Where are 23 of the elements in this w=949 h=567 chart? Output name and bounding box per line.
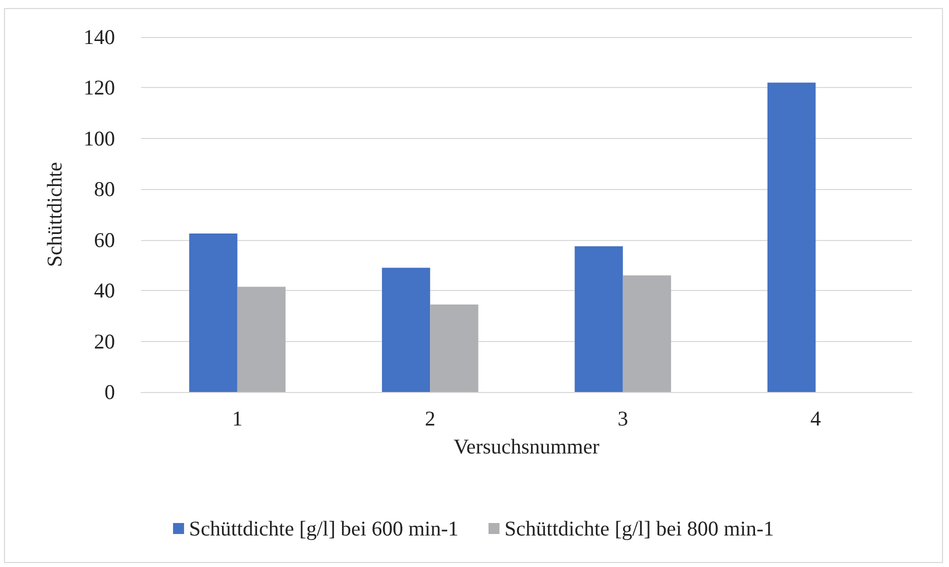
y-tick-label: 140 bbox=[84, 25, 115, 49]
y-tick-label: 120 bbox=[84, 76, 115, 100]
y-tick-label: 60 bbox=[94, 228, 115, 252]
y-axis-title: Schüttdichte bbox=[42, 162, 66, 267]
x-tick-label: 1 bbox=[232, 406, 243, 430]
x-tick-label: 2 bbox=[424, 406, 436, 430]
bar bbox=[382, 268, 430, 392]
y-tick-label: 40 bbox=[94, 278, 115, 303]
y-tick-label: 0 bbox=[104, 380, 115, 404]
x-tick-label: 3 bbox=[618, 406, 628, 430]
bar bbox=[430, 304, 478, 392]
x-tick-label: 4 bbox=[810, 406, 822, 430]
x-axis-title: Versuchsnummer bbox=[454, 434, 600, 458]
y-tick-label: 80 bbox=[94, 177, 115, 202]
legend-label: Schüttdichte [g/l] bei 600 min-1 bbox=[189, 516, 458, 540]
bar bbox=[237, 286, 286, 392]
y-tick-label: 20 bbox=[94, 329, 115, 354]
bar bbox=[574, 246, 623, 392]
bar bbox=[189, 234, 238, 392]
legend-label: Schüttdichte [g/l] bei 800 min-1 bbox=[504, 516, 774, 540]
bar bbox=[767, 82, 816, 392]
bar bbox=[622, 275, 672, 392]
y-tick-label: 100 bbox=[84, 126, 115, 150]
